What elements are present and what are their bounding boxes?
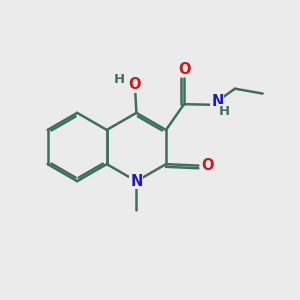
- Text: O: O: [201, 158, 214, 173]
- Text: O: O: [178, 62, 190, 77]
- Text: O: O: [129, 77, 141, 92]
- Text: N: N: [130, 174, 142, 189]
- Text: H: H: [219, 105, 230, 118]
- Text: N: N: [211, 94, 224, 109]
- Text: H: H: [114, 73, 125, 86]
